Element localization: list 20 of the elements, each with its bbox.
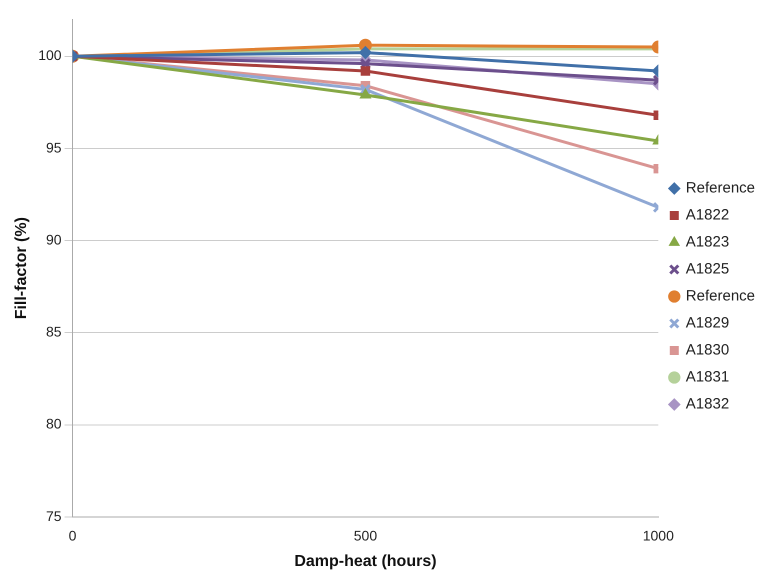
y-axis-title: Fill-factor (%) bbox=[13, 217, 30, 320]
legend-label: A1831 bbox=[686, 368, 730, 386]
legend-label: A1829 bbox=[686, 314, 730, 332]
y-tick-label: 95 bbox=[46, 139, 62, 156]
legend-label: A1825 bbox=[686, 260, 730, 278]
legend-label: Reference bbox=[686, 180, 756, 197]
x-tick-label: 0 bbox=[68, 527, 77, 544]
legend-label: A1830 bbox=[686, 342, 730, 359]
y-tick-label: 80 bbox=[46, 416, 62, 432]
y-tick-label: 75 bbox=[46, 508, 62, 524]
legend-label: A1823 bbox=[686, 234, 730, 251]
legend-label: A1822 bbox=[686, 206, 730, 224]
x-tick-label: 1000 bbox=[642, 527, 674, 544]
x-axis-title: Damp-heat (hours) bbox=[294, 552, 437, 570]
y-tick-label: 90 bbox=[46, 231, 62, 248]
y-tick-label: 85 bbox=[46, 324, 62, 340]
legend-label: A1832 bbox=[686, 396, 730, 413]
x-tick-label: 500 bbox=[354, 527, 378, 544]
y-tick-label: 100 bbox=[38, 47, 62, 64]
legend-label: Reference bbox=[686, 288, 756, 305]
